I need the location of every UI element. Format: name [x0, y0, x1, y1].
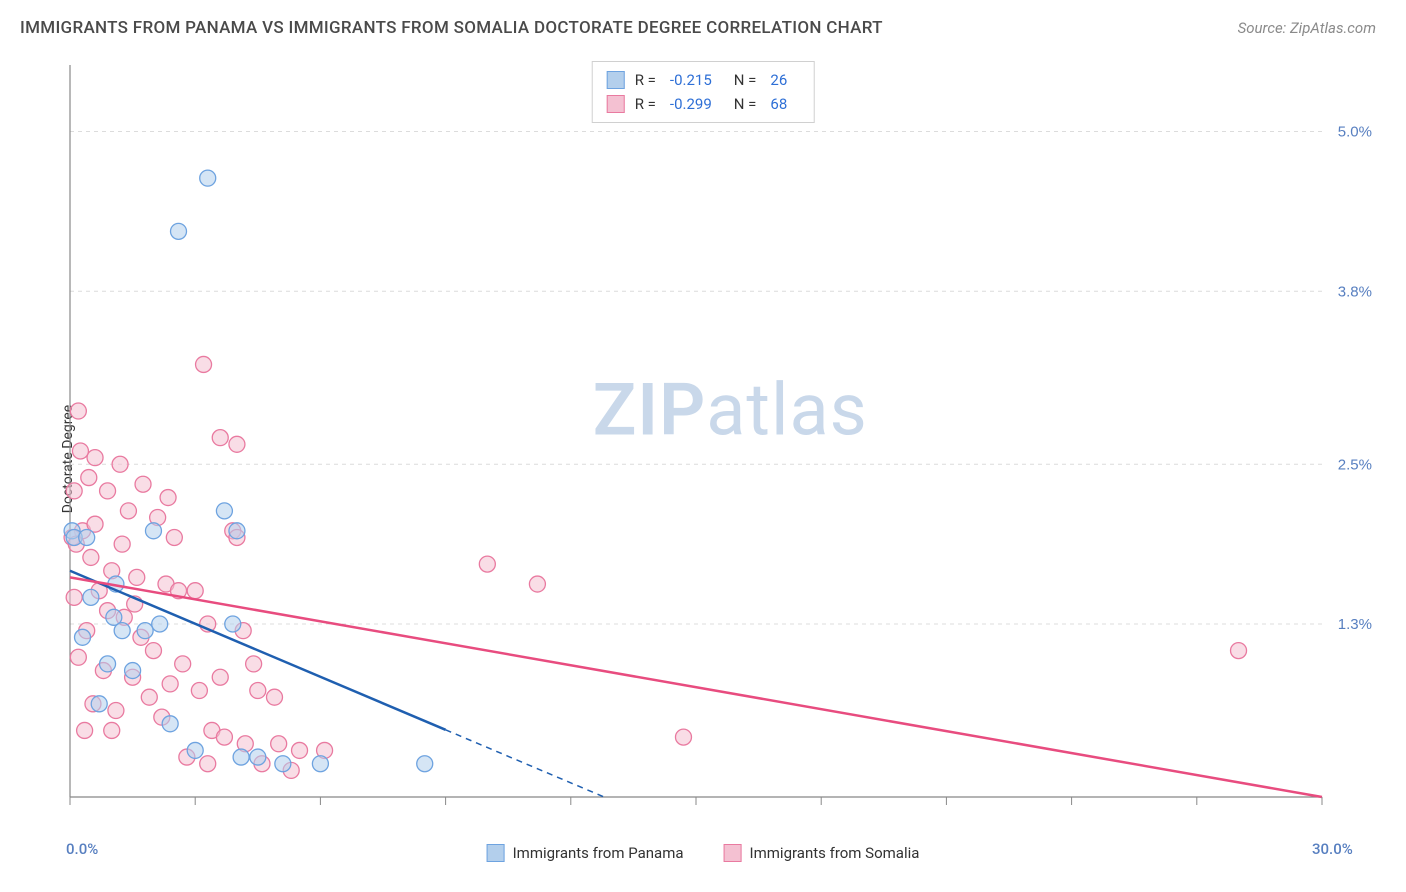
n-label: N = — [734, 92, 757, 116]
svg-text:1.3%: 1.3% — [1338, 616, 1372, 633]
legend-row-somalia: R = -0.299 N = 68 — [607, 92, 800, 116]
legend-item-panama: Immigrants from Panama — [487, 844, 684, 862]
legend-correlation: R = -0.215 N = 26 R = -0.299 N = 68 — [592, 61, 815, 123]
svg-text:3.8%: 3.8% — [1338, 283, 1372, 300]
x-axis-max: 30.0% — [1312, 840, 1353, 858]
legend-label-panama: Immigrants from Panama — [513, 844, 684, 862]
r-label: R = — [635, 68, 656, 92]
source-label: Source: ZipAtlas.com — [1238, 19, 1376, 37]
r-label: R = — [635, 92, 656, 116]
legend-label-somalia: Immigrants from Somalia — [750, 844, 920, 862]
r-value-panama: -0.215 — [670, 68, 712, 92]
legend-swatch-blue — [607, 71, 625, 89]
x-axis-min: 0.0% — [66, 840, 98, 858]
legend-swatch-pink — [724, 844, 742, 862]
chart-title: IMMIGRANTS FROM PANAMA VS IMMIGRANTS FRO… — [20, 18, 883, 38]
svg-text:2.5%: 2.5% — [1338, 456, 1372, 473]
n-value-panama: 26 — [770, 68, 787, 92]
legend-item-somalia: Immigrants from Somalia — [724, 844, 920, 862]
r-value-somalia: -0.299 — [670, 92, 712, 116]
svg-text:5.0%: 5.0% — [1338, 124, 1372, 141]
legend-swatch-blue — [487, 844, 505, 862]
legend-series: Immigrants from Panama Immigrants from S… — [487, 844, 920, 862]
n-value-somalia: 68 — [770, 92, 787, 116]
plot-svg: 1.3% 2.5% 3.8% 5.0% — [62, 55, 1382, 855]
chart-area: Doctorate Degree ZIPatlas 1.3%2.5%3.8%5.… — [20, 55, 1386, 862]
n-label: N = — [734, 68, 757, 92]
legend-row-panama: R = -0.215 N = 26 — [607, 68, 800, 92]
legend-swatch-pink — [607, 95, 625, 113]
